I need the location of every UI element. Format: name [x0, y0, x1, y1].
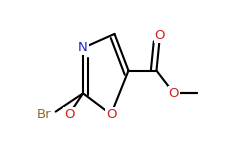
Text: O: O: [155, 29, 165, 42]
Text: O: O: [106, 108, 116, 121]
Text: Br: Br: [37, 108, 52, 121]
Text: N: N: [78, 41, 88, 54]
Text: O: O: [169, 87, 179, 100]
Text: O: O: [64, 108, 74, 121]
